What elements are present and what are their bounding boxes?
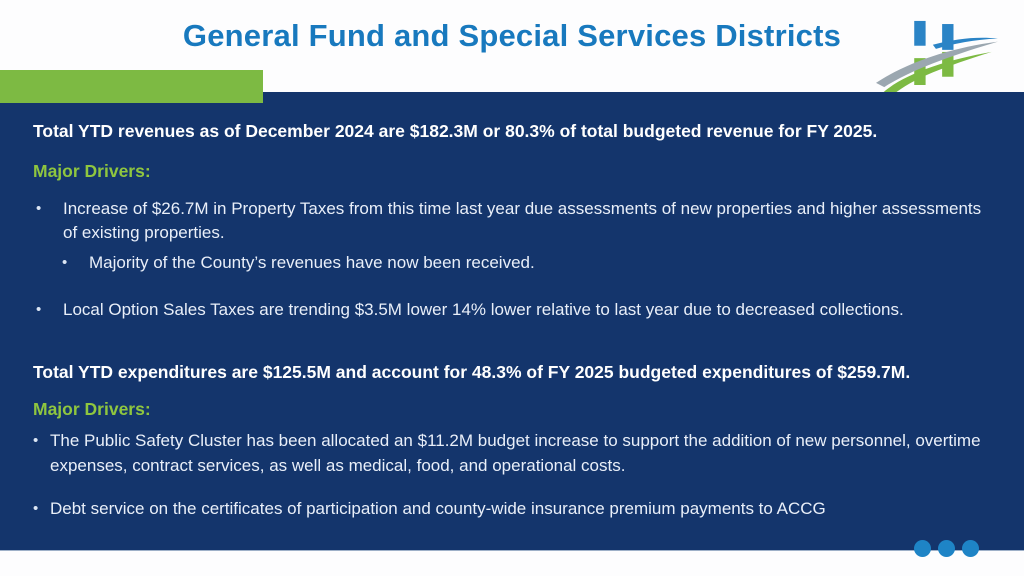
slide-title: General Fund and Special Services Distri…: [182, 18, 842, 53]
revenue-major-drivers-label: Major Drivers:: [33, 161, 151, 181]
bullet-sales-taxes: Local Option Sales Taxes are trending $3…: [36, 298, 983, 323]
bullet-public-safety-cluster: The Public Safety Cluster has been alloc…: [33, 429, 983, 478]
bullet-debt-service: Debt service on the certificates of part…: [33, 497, 983, 522]
revenue-bullet-list: Increase of $26.7M in Property Taxes fro…: [33, 197, 983, 323]
bullet-property-taxes: Increase of $26.7M in Property Taxes fro…: [36, 197, 983, 246]
pagination-dot-1[interactable]: [914, 540, 931, 557]
h-swoosh-logo-icon: [876, 20, 998, 96]
expenditure-bullet-list: The Public Safety Cluster has been alloc…: [33, 429, 983, 522]
pagination-dot-3[interactable]: [962, 540, 979, 557]
bottom-strip: [0, 550, 1024, 576]
county-logo: [876, 12, 1000, 96]
sub-bullet-revenues-received: Majority of the County’s revenues have n…: [62, 251, 983, 276]
content-panel: Total YTD revenues as of December 2024 a…: [0, 92, 1024, 550]
expenditure-summary-heading: Total YTD expenditures are $125.5M and a…: [33, 361, 911, 382]
pagination-dots: [914, 540, 979, 557]
green-accent-bar: [0, 70, 263, 103]
pagination-dot-2[interactable]: [938, 540, 955, 557]
revenue-summary-heading: Total YTD revenues as of December 2024 a…: [33, 121, 878, 141]
expenditure-major-drivers-label: Major Drivers:: [33, 398, 151, 419]
